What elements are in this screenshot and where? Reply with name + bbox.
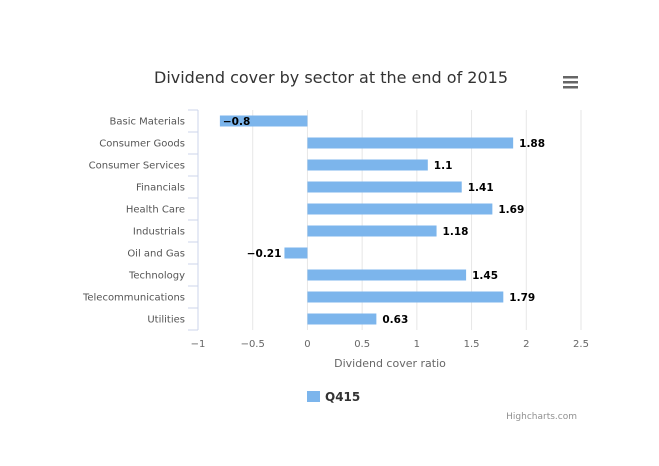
- category-label: Utilities: [147, 315, 185, 326]
- data-label: 1.18: [443, 226, 469, 238]
- category-label: Health Care: [126, 205, 185, 216]
- x-tick-label: 1: [414, 339, 420, 350]
- bar: [284, 247, 308, 259]
- x-tick-label: 0: [304, 339, 310, 350]
- bar: [307, 137, 514, 149]
- category-label: Basic Materials: [110, 117, 186, 128]
- x-tick-label: 0.5: [354, 339, 370, 350]
- category-label: Consumer Services: [89, 161, 185, 172]
- hamburger-menu-icon[interactable]: [563, 76, 578, 89]
- data-label: 1.88: [519, 138, 545, 150]
- bar: [307, 203, 493, 215]
- category-label: Industrials: [133, 227, 185, 238]
- bar: [307, 181, 462, 193]
- x-tick-label: 2.5: [573, 339, 589, 350]
- data-label: 1.69: [498, 204, 524, 216]
- x-axis-title: Dividend cover ratio: [334, 357, 446, 370]
- legend-item-q415[interactable]: Q415: [307, 390, 360, 404]
- category-label: Financials: [136, 183, 185, 194]
- data-label: −0.21: [247, 248, 282, 260]
- data-label: 1.1: [434, 160, 453, 172]
- bar: [219, 115, 308, 127]
- x-tick-label: 1.5: [464, 339, 480, 350]
- bar: [307, 291, 504, 303]
- category-label: Consumer Goods: [99, 139, 185, 150]
- legend-swatch: [307, 391, 320, 402]
- x-tick-label: −0.5: [241, 339, 265, 350]
- data-label: 1.41: [468, 182, 494, 194]
- category-label: Oil and Gas: [127, 249, 185, 260]
- x-tick-label: −1: [191, 339, 206, 350]
- data-label: 1.45: [472, 270, 498, 282]
- data-label: 1.79: [509, 292, 535, 304]
- category-label: Telecommunications: [82, 293, 185, 304]
- highcharts-credit[interactable]: Highcharts.com: [506, 412, 577, 422]
- bar: [307, 269, 467, 281]
- bar: [307, 313, 377, 325]
- bar: [307, 225, 437, 237]
- category-label: Technology: [128, 271, 185, 282]
- chart-title: Dividend cover by sector at the end of 2…: [154, 68, 508, 87]
- data-label: −0.8: [223, 116, 250, 128]
- data-label: 0.63: [382, 314, 408, 326]
- legend-label: Q415: [325, 390, 360, 404]
- bar: [307, 159, 428, 171]
- x-tick-label: 2: [523, 339, 529, 350]
